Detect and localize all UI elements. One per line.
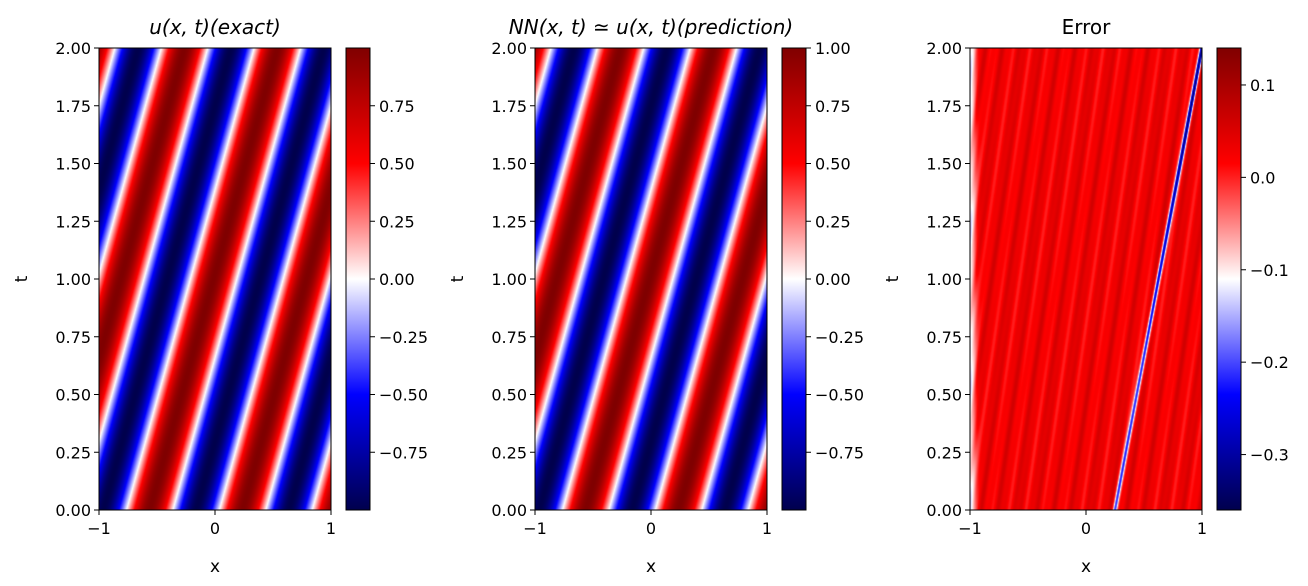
colorbar-tick-label: 0.25	[379, 212, 415, 231]
y-tick-label: 1.75	[55, 97, 91, 116]
y-tick-label: 2.00	[55, 39, 91, 58]
colorbar-tick-label: −0.2	[1250, 353, 1289, 372]
y-tick-label: 0.00	[491, 501, 527, 520]
colorbar-tick-label: 0.00	[815, 270, 851, 289]
x-tick-label: 0	[210, 519, 220, 538]
y-tick-label: 1.00	[926, 270, 962, 289]
panel-3: Error0.000.250.500.751.001.251.501.752.0…	[883, 15, 1289, 577]
y-tick-label: 1.50	[55, 155, 91, 174]
colorbar-tick-label: 0.75	[815, 97, 851, 116]
colorbar-tick-label: −0.25	[379, 328, 428, 347]
x-tick-label: 0	[646, 519, 656, 538]
colorbar-tick-label: 0.75	[379, 97, 415, 116]
colorbar-tick-label: 0.0	[1250, 168, 1275, 187]
y-tick-label: 0.75	[491, 328, 527, 347]
colorbar-tick-label: 1.00	[815, 39, 851, 58]
colorbar-tick-label: −0.3	[1250, 446, 1289, 465]
x-tick-label: −1	[958, 519, 982, 538]
y-tick-label: 1.00	[55, 270, 91, 289]
y-tick-label: 1.75	[926, 97, 962, 116]
chart-title: Error	[1062, 15, 1112, 39]
colorbar-tick-label: 0.50	[815, 155, 851, 174]
colorbar-tick-label: −0.75	[379, 443, 428, 462]
colorbar-tick-label: 0.00	[379, 270, 415, 289]
y-tick-label: 2.00	[926, 39, 962, 58]
y-tick-label: 0.25	[491, 443, 527, 462]
colorbar	[345, 47, 371, 511]
x-axis-label: x	[646, 557, 656, 577]
colorbar-tick-label: 0.50	[379, 155, 415, 174]
x-tick-label: 1	[1197, 519, 1207, 538]
colorbar-tick-label: −0.75	[815, 443, 864, 462]
y-tick-label: 1.25	[55, 212, 91, 231]
colorbar-tick-label: −0.25	[815, 328, 864, 347]
panel-2: NN(x, t) ≃ u(x, t)(prediction) 0.00 0.25 0.…	[448, 15, 864, 577]
y-tick-label: 1.75	[491, 97, 527, 116]
chart-title: u(x, t)(exact)	[149, 15, 281, 39]
x-tick-label: 0	[1081, 519, 1091, 538]
y-axis-label: t	[883, 275, 903, 282]
x-tick-label: −1	[523, 519, 547, 538]
x-axis-label: x	[1081, 557, 1091, 577]
colorbar-tick-label: −0.1	[1250, 261, 1289, 280]
heatmap-image	[99, 48, 331, 510]
y-tick-label: 2.00	[491, 39, 527, 58]
y-tick-label: 0.50	[55, 386, 91, 405]
colorbar-tick-label: 0.25	[815, 212, 851, 231]
x-axis-label: x	[210, 557, 220, 577]
y-tick-label: 1.50	[491, 155, 527, 174]
colorbar	[781, 47, 807, 511]
y-tick-label: 1.50	[926, 155, 962, 174]
y-tick-label: 1.25	[926, 212, 962, 231]
y-tick-label: 0.50	[926, 386, 962, 405]
heatmap-image	[970, 48, 1202, 510]
panel-1: u(x, t)(exact) 0.00 0.25 0.50 0.75 1.00 1.25 1.…	[12, 15, 428, 577]
y-tick-label: 0.50	[491, 386, 527, 405]
y-tick-label: 0.25	[55, 443, 91, 462]
y-tick-label: 0.00	[55, 501, 91, 520]
x-tick-label: 1	[326, 519, 336, 538]
y-tick-label: 0.25	[926, 443, 962, 462]
heatmap-image	[535, 48, 767, 510]
colorbar	[1216, 47, 1242, 511]
y-tick-label: 0.00	[926, 501, 962, 520]
y-tick-label: 0.75	[926, 328, 962, 347]
x-tick-label: 1	[762, 519, 772, 538]
x-tick-label: −1	[87, 519, 111, 538]
y-tick-label: 1.25	[491, 212, 527, 231]
colorbar-tick-label: −0.50	[815, 386, 864, 405]
colorbar-tick-label: −0.50	[379, 386, 428, 405]
colorbar-tick-label: 0.1	[1250, 76, 1275, 95]
y-axis-label: t	[448, 275, 468, 282]
y-tick-label: 1.00	[491, 270, 527, 289]
y-axis-label: t	[12, 275, 32, 282]
y-tick-label: 0.75	[55, 328, 91, 347]
chart-title: NN(x, t) ≃ u(x, t)(prediction)	[509, 15, 793, 39]
